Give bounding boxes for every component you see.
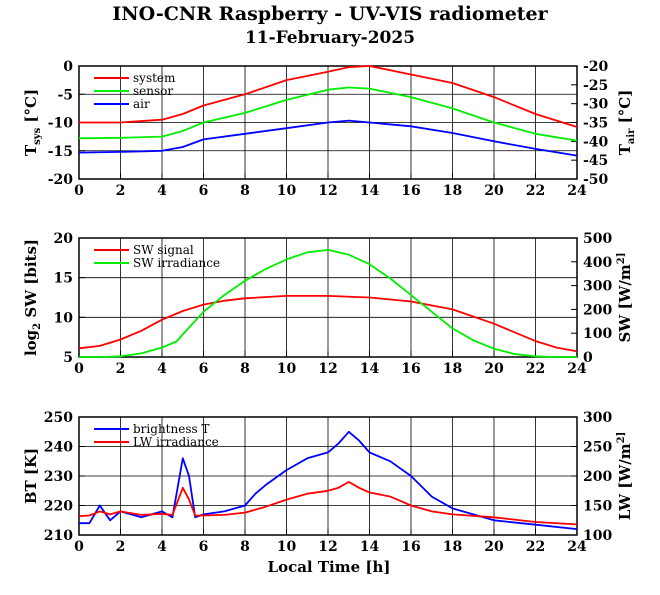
series-line-air xyxy=(78,119,578,157)
panel-1: 0 2 4 6 8 10 12 14 16 18 20 22 240-5-10-15-20-20-25-… xyxy=(48,59,609,199)
y-right-tick-label: -35 xyxy=(583,116,608,132)
legend-label: system xyxy=(133,71,176,85)
chart-title: INO-CNR Raspberry - UV-VIS radiometer xyxy=(112,3,548,25)
legend-label: SW irradiance xyxy=(133,256,220,270)
x-tick-label: 12 xyxy=(318,539,337,555)
x-tick-label: 6 xyxy=(199,361,209,377)
y-right-tick-label: 300 xyxy=(583,410,612,426)
y-left-tick-label: -5 xyxy=(57,87,73,103)
x-tick-label: 20 xyxy=(484,183,504,199)
y-left-tick-label: 20 xyxy=(54,231,74,247)
y-right-axis-label: SW [W/m2] xyxy=(616,253,634,343)
y-right-tick-label: -40 xyxy=(583,134,609,150)
x-tick-label: 20 xyxy=(484,539,504,555)
series-line-brightness-t xyxy=(79,430,578,530)
x-tick-label: 12 xyxy=(318,183,337,199)
x-tick-label: 8 xyxy=(240,361,250,377)
x-tick-label: 4 xyxy=(157,539,167,555)
x-tick-label: 16 xyxy=(401,183,420,199)
y-right-axis-label: Tair [°C] xyxy=(616,90,637,156)
y-left-axis-label: BT [K] xyxy=(22,448,40,504)
y-left-tick-label: 0 xyxy=(63,59,73,75)
series-line-sw-signal xyxy=(78,295,578,353)
x-tick-label: 14 xyxy=(360,539,380,555)
y-right-tick-label: -25 xyxy=(583,78,608,94)
x-tick-label: 2 xyxy=(116,183,126,199)
y-left-axis-label: Tsys [°C] xyxy=(22,89,43,156)
x-tick-label: 6 xyxy=(199,183,209,199)
x-tick-label: 8 xyxy=(240,183,250,199)
y-right-tick-label: 100 xyxy=(583,528,612,544)
y-right-tick-label: 150 xyxy=(583,499,612,515)
legend-label: sensor xyxy=(133,84,173,98)
x-tick-label: 18 xyxy=(443,183,462,199)
x-tick-label: 22 xyxy=(526,539,545,555)
series-line-sensor xyxy=(78,86,578,142)
x-tick-label: 18 xyxy=(443,539,462,555)
y-right-tick-label: 500 xyxy=(583,231,612,247)
y-left-tick-label: 5 xyxy=(63,350,73,366)
x-tick-label: 12 xyxy=(318,361,337,377)
y-left-tick-label: 250 xyxy=(44,410,73,426)
x-tick-label: 10 xyxy=(277,539,297,555)
y-right-tick-label: -30 xyxy=(583,97,609,113)
y-right-tick-label: 300 xyxy=(583,279,612,295)
series-line-system xyxy=(79,65,578,128)
y-left-tick-label: 210 xyxy=(44,528,73,544)
x-tick-label: 4 xyxy=(157,361,167,377)
chart-subtitle: 11-February-2025 xyxy=(244,28,416,48)
x-tick-label: 14 xyxy=(360,361,380,377)
panel-2: 0 2 4 6 8 10 12 14 16 18 20 22 242015105500400300200… xyxy=(54,231,613,377)
x-tick-label: 0 xyxy=(74,361,84,377)
y-right-tick-label: 0 xyxy=(583,350,593,366)
y-right-axis-label: LW [W/m2] xyxy=(616,432,634,521)
x-tick-label: 24 xyxy=(567,183,587,199)
y-left-tick-label: 15 xyxy=(54,271,73,287)
y-right-tick-label: -50 xyxy=(583,172,609,188)
y-right-tick-label: 250 xyxy=(583,440,612,456)
legend-label: LW irradiance xyxy=(133,435,219,449)
x-tick-label: 0 xyxy=(74,183,84,199)
y-left-tick-label: 230 xyxy=(44,469,73,485)
y-right-tick-label: 400 xyxy=(583,255,612,271)
y-left-tick-label: -15 xyxy=(48,144,73,160)
x-tick-label: 2 xyxy=(116,539,126,555)
legend-label: SW signal xyxy=(133,243,194,257)
series-line-lw-irradiance xyxy=(78,481,578,526)
x-tick-label: 20 xyxy=(484,361,504,377)
y-left-tick-label: -20 xyxy=(48,172,74,188)
y-right-tick-label: 200 xyxy=(583,302,612,318)
y-left-tick-label: 10 xyxy=(54,310,74,326)
legend-label: brightness T xyxy=(133,422,209,436)
x-tick-label: 6 xyxy=(199,539,209,555)
x-tick-label: 0 xyxy=(74,539,84,555)
x-tick-label: 16 xyxy=(401,361,420,377)
series-line-sw-irradiance xyxy=(79,249,577,358)
x-tick-label: 2 xyxy=(116,361,126,377)
x-tick-label: 10 xyxy=(277,361,297,377)
y-right-tick-label: -45 xyxy=(583,153,608,169)
x-tick-label: 8 xyxy=(240,539,250,555)
y-left-tick-label: 220 xyxy=(44,499,73,515)
x-tick-label: 18 xyxy=(443,361,462,377)
x-tick-label: 14 xyxy=(360,183,380,199)
y-right-tick-label: 100 xyxy=(583,326,612,342)
x-tick-label: 24 xyxy=(567,361,587,377)
legend-label: air xyxy=(133,97,150,111)
y-left-tick-label: -10 xyxy=(48,116,74,132)
x-tick-label: 24 xyxy=(567,539,587,555)
y-right-tick-label: 200 xyxy=(583,469,612,485)
x-tick-label: 22 xyxy=(526,183,545,199)
x-tick-label: 16 xyxy=(401,539,420,555)
x-tick-label: 4 xyxy=(157,183,167,199)
y-left-tick-label: 240 xyxy=(44,440,73,456)
y-left-axis-label: log2 SW [bits] xyxy=(22,239,43,356)
x-tick-label: 10 xyxy=(277,183,297,199)
y-right-tick-label: -20 xyxy=(583,59,609,75)
x-axis-label: Local Time [h] xyxy=(268,558,391,576)
x-tick-label: 22 xyxy=(526,361,545,377)
panel-3: 0 2 4 6 8 10 12 14 16 18 20 22 242502402302202103002… xyxy=(44,410,613,555)
